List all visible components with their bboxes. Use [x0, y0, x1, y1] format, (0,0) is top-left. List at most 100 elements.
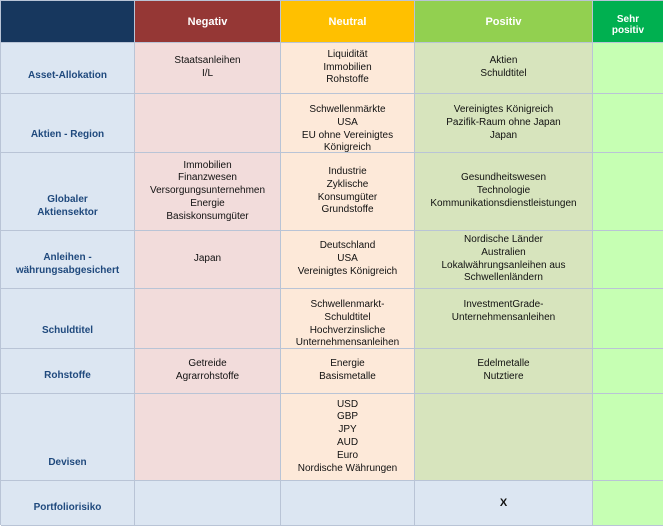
- cell-sehr-positiv: [593, 231, 663, 289]
- cell-sehr-positiv: [593, 481, 663, 526]
- header-neutral-label: Neutral: [328, 15, 367, 28]
- cell-item: Vereinigtes Königreich: [453, 104, 554, 115]
- cell-item: Schuldtitel: [324, 311, 371, 323]
- cell-positiv: Gesundheitswesen Technologie Kommunikation…: [415, 153, 593, 231]
- cell-item: Deutschland: [319, 240, 376, 252]
- cell-item: Getreide: [188, 358, 227, 370]
- row-label-text: Aktien - Region: [30, 129, 105, 141]
- cell-neutral: [281, 481, 415, 526]
- cell-item: Euro: [336, 449, 359, 461]
- cell-item: Vereinigtes Königreich: [297, 265, 398, 277]
- cell-item: Energie: [190, 197, 225, 209]
- cell-negativ: Japan: [135, 231, 281, 289]
- cell-positiv: [415, 394, 593, 481]
- cell-item: Unternehmensanleihen: [295, 337, 400, 349]
- cell-positiv: InvestmentGrade- Unternehmensanleihen: [415, 289, 593, 349]
- cell-item: Grundstoffe: [321, 204, 374, 216]
- cell-item: USA: [337, 116, 358, 128]
- header-positiv: Positiv: [415, 1, 593, 43]
- cell-positiv: Aktien Schuldtitel: [415, 43, 593, 94]
- cell-neutral: Schwellenmarkt- Schuldtitel Hochverzinslic…: [281, 289, 415, 349]
- row-label: Portfoliorisiko: [1, 481, 135, 526]
- cell-item: Schuldtitel: [480, 68, 527, 79]
- row-label: Rohstoffe: [1, 349, 135, 394]
- cell-item: Technologie: [476, 185, 531, 197]
- row-label-text: Aktiensektor: [37, 207, 98, 219]
- cell-item: Agrarrohstoffe: [175, 371, 240, 382]
- cell-sehr-positiv: [593, 289, 663, 349]
- cell-item: Japan: [193, 253, 222, 265]
- row-label-text: Schuldtitel: [41, 325, 94, 337]
- cell-sehr-positiv: [593, 349, 663, 394]
- cell-positiv: Edelmetalle Nutztiere: [415, 349, 593, 394]
- cell-item: USA: [337, 253, 358, 265]
- cell-item: Zyklische: [326, 178, 369, 190]
- cell-item: Nordische Währungen: [297, 462, 398, 474]
- cell-item: I/L: [201, 68, 214, 79]
- cell-item: Hochverzinsliche: [309, 324, 386, 336]
- cell-item: Edelmetalle: [477, 358, 530, 370]
- cell-item: Schwellenmärkte: [309, 104, 386, 115]
- cell-item: USD: [336, 398, 359, 410]
- cell-item: GBP: [336, 411, 359, 423]
- cell-item: Kommunikationsdienstleistungen: [430, 197, 577, 209]
- cell-item: JPY: [338, 424, 357, 436]
- cell-negativ: [135, 94, 281, 153]
- cell-item: Industrie: [328, 165, 367, 177]
- header-positiv-label: Positiv: [485, 15, 522, 28]
- cell-positiv: X: [415, 481, 593, 526]
- cell-positiv: Vereinigtes Königreich Pazifik-Raum ohne …: [415, 94, 593, 153]
- header-negativ: Negativ: [135, 1, 281, 43]
- cell-positiv: Nordische Länder Australien Lokalwährungsa…: [415, 231, 593, 289]
- cell-item: Finanzwesen: [178, 172, 237, 184]
- cell-item: Versorgungsunternehmen: [149, 185, 266, 197]
- header-sehr-positiv-label-line1: Sehr: [616, 14, 640, 25]
- cell-neutral: Schwellenmärkte USA EU ohne Vereinigtes Kön…: [281, 94, 415, 153]
- cell-item: Schwellenmarkt-: [310, 299, 385, 310]
- cell-item: Nordische Länder: [464, 233, 543, 245]
- cell-neutral: Industrie Zyklische Konsumgüter Grundstoffe: [281, 153, 415, 231]
- cell-sehr-positiv: [593, 394, 663, 481]
- cell-sehr-positiv: [593, 94, 663, 153]
- cell-sehr-positiv: [593, 43, 663, 94]
- row-label-text: Portfoliorisiko: [33, 502, 102, 514]
- row-label-text: Anleihen -: [43, 252, 92, 264]
- cell-item: Energie: [330, 358, 365, 370]
- row-label-text: Globaler: [47, 194, 88, 206]
- cell-neutral: USD GBP JPY AUD Euro Nordische Währungen: [281, 394, 415, 481]
- row-label: Anleihen - währungsabgesichert: [1, 231, 135, 289]
- cell-item: AUD: [336, 437, 359, 448]
- cell-item: Basiskonsumgüter: [166, 210, 249, 222]
- cell-item: Rohstoffe: [326, 74, 369, 86]
- cell-item: Pazifik-Raum ohne Japan: [446, 116, 561, 128]
- cell-item: Aktien: [489, 55, 518, 67]
- cell-item: Konsumgüter: [317, 191, 378, 203]
- header-sehr-positiv: Sehr positiv: [593, 1, 663, 43]
- row-label: Aktien - Region: [1, 94, 135, 153]
- header-negativ-label: Negativ: [187, 15, 228, 28]
- cell-item: Nutztiere: [483, 371, 524, 382]
- row-label-text: währungsabgesichert: [15, 265, 120, 277]
- cell-item: Gesundheitswesen: [460, 172, 547, 184]
- selection-mark: X: [499, 496, 508, 509]
- row-label-text: Rohstoffe: [44, 370, 91, 382]
- cell-item: Unternehmensanleihen: [451, 311, 556, 323]
- cell-negativ: Getreide Agrarrohstoffe: [135, 349, 281, 394]
- row-label: Schuldtitel: [1, 289, 135, 349]
- cell-neutral: Energie Basismetalle: [281, 349, 415, 394]
- cell-negativ: [135, 289, 281, 349]
- cell-item: Lokalwährungsanleihen aus: [441, 259, 566, 271]
- cell-item: InvestmentGrade-: [463, 299, 544, 310]
- header-neutral: Neutral: [281, 1, 415, 43]
- cell-item: Japan: [489, 129, 518, 141]
- cell-sehr-positiv: [593, 153, 663, 231]
- cell-item: Staatsanleihen: [174, 55, 241, 67]
- header-corner: [1, 1, 135, 43]
- cell-item: Basismetalle: [319, 371, 376, 382]
- header-sehr-positiv-label-line2: positiv: [611, 25, 645, 36]
- cell-neutral: Deutschland USA Vereinigtes Königreich: [281, 231, 415, 289]
- cell-negativ: Immobilien Finanzwesen Versorgungsunterneh…: [135, 153, 281, 231]
- cell-item: Immobilien: [323, 61, 372, 73]
- cell-negativ: Staatsanleihen I/L: [135, 43, 281, 94]
